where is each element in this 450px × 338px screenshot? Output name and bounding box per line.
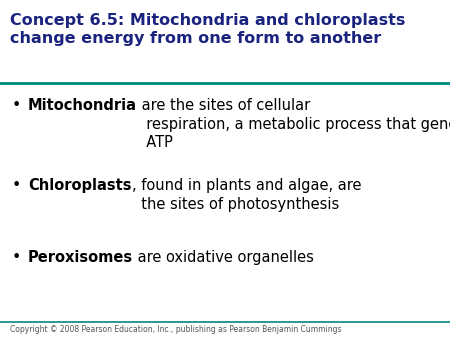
Text: Mitochondria: Mitochondria bbox=[28, 98, 137, 113]
Text: Concept 6.5: Mitochondria and chloroplasts
change energy from one form to anothe: Concept 6.5: Mitochondria and chloroplas… bbox=[10, 13, 405, 46]
Text: •: • bbox=[12, 250, 22, 265]
Text: Copyright © 2008 Pearson Education, Inc., publishing as Pearson Benjamin Cumming: Copyright © 2008 Pearson Education, Inc.… bbox=[10, 325, 342, 334]
Text: are oxidative organelles: are oxidative organelles bbox=[133, 250, 314, 265]
Text: , found in plants and algae, are
  the sites of photosynthesis: , found in plants and algae, are the sit… bbox=[131, 178, 361, 212]
Text: are the sites of cellular
  respiration, a metabolic process that generates
  AT: are the sites of cellular respiration, a… bbox=[137, 98, 450, 150]
Text: •: • bbox=[12, 178, 22, 193]
Text: •: • bbox=[12, 98, 22, 113]
Text: Peroxisomes: Peroxisomes bbox=[28, 250, 133, 265]
Text: Chloroplasts: Chloroplasts bbox=[28, 178, 131, 193]
